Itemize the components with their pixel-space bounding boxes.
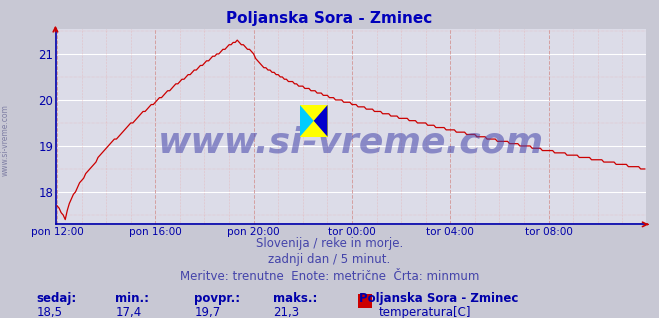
Polygon shape <box>314 105 328 137</box>
Text: Meritve: trenutne  Enote: metrične  Črta: minmum: Meritve: trenutne Enote: metrične Črta: … <box>180 270 479 283</box>
Polygon shape <box>300 105 314 137</box>
Text: temperatura[C]: temperatura[C] <box>379 306 471 318</box>
Text: www.si-vreme.com: www.si-vreme.com <box>158 125 544 159</box>
Text: 18,5: 18,5 <box>36 306 62 318</box>
Text: sedaj:: sedaj: <box>36 292 76 305</box>
Text: Poljanska Sora - Zminec: Poljanska Sora - Zminec <box>227 11 432 26</box>
Text: 19,7: 19,7 <box>194 306 221 318</box>
Text: zadnji dan / 5 minut.: zadnji dan / 5 minut. <box>268 253 391 266</box>
Text: Poljanska Sora - Zminec: Poljanska Sora - Zminec <box>359 292 519 305</box>
Text: maks.:: maks.: <box>273 292 318 305</box>
Text: Slovenija / reke in morje.: Slovenija / reke in morje. <box>256 237 403 250</box>
Text: min.:: min.: <box>115 292 150 305</box>
Text: povpr.:: povpr.: <box>194 292 241 305</box>
Text: 17,4: 17,4 <box>115 306 142 318</box>
Text: 21,3: 21,3 <box>273 306 300 318</box>
Text: www.si-vreme.com: www.si-vreme.com <box>1 104 10 176</box>
